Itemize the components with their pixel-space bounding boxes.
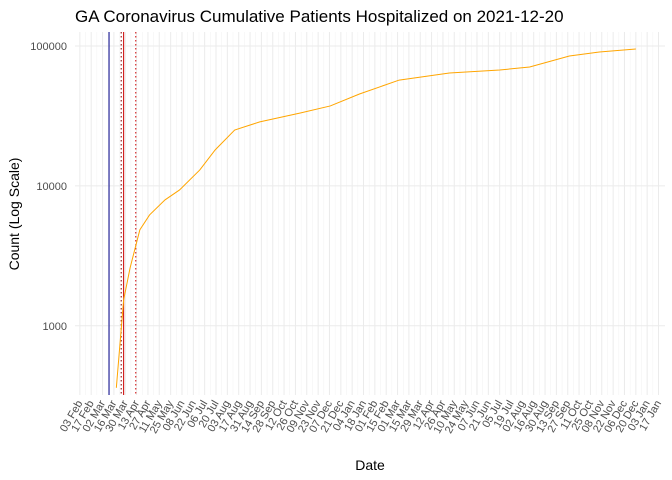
y-tick-label: 10000 — [36, 181, 67, 193]
y-tick-label: 100000 — [30, 41, 67, 53]
x-axis-title: Date — [355, 457, 385, 473]
grid — [75, 32, 665, 395]
data-line — [115, 48, 636, 388]
chart-title: GA Coronavirus Cumulative Patients Hospi… — [75, 7, 564, 26]
y-axis-title: Count (Log Scale) — [6, 158, 22, 271]
y-tick-label: 1000 — [43, 321, 67, 333]
